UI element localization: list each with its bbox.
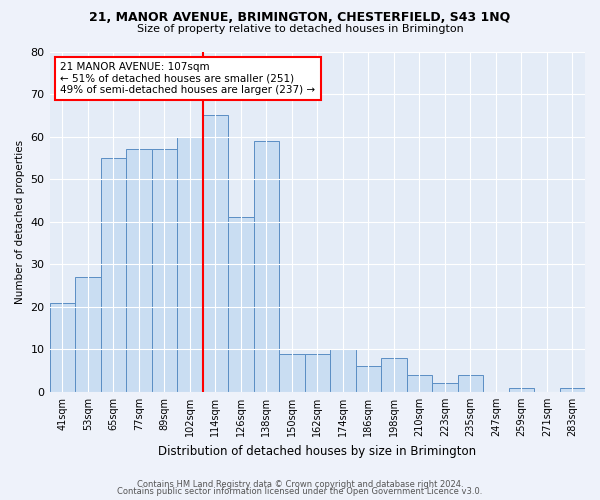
Bar [560,388,585,392]
Text: Size of property relative to detached houses in Brimington: Size of property relative to detached ho… [137,24,463,34]
Bar [381,358,407,392]
Bar [177,136,203,392]
Bar [228,218,254,392]
Bar [279,354,305,392]
X-axis label: Distribution of detached houses by size in Brimington: Distribution of detached houses by size … [158,444,476,458]
Bar [432,384,458,392]
Bar [254,141,279,392]
Bar [458,375,483,392]
Bar [126,150,152,392]
Bar [305,354,330,392]
Bar [101,158,126,392]
Bar [50,302,75,392]
Bar [330,350,356,392]
Bar [407,375,432,392]
Bar [75,277,101,392]
Text: 21 MANOR AVENUE: 107sqm
← 51% of detached houses are smaller (251)
49% of semi-d: 21 MANOR AVENUE: 107sqm ← 51% of detache… [60,62,316,95]
Text: 21, MANOR AVENUE, BRIMINGTON, CHESTERFIELD, S43 1NQ: 21, MANOR AVENUE, BRIMINGTON, CHESTERFIE… [89,11,511,24]
Bar [356,366,381,392]
Bar [509,388,534,392]
Text: Contains HM Land Registry data © Crown copyright and database right 2024.: Contains HM Land Registry data © Crown c… [137,480,463,489]
Bar [152,150,177,392]
Text: Contains public sector information licensed under the Open Government Licence v3: Contains public sector information licen… [118,488,482,496]
Bar [203,116,228,392]
Y-axis label: Number of detached properties: Number of detached properties [15,140,25,304]
